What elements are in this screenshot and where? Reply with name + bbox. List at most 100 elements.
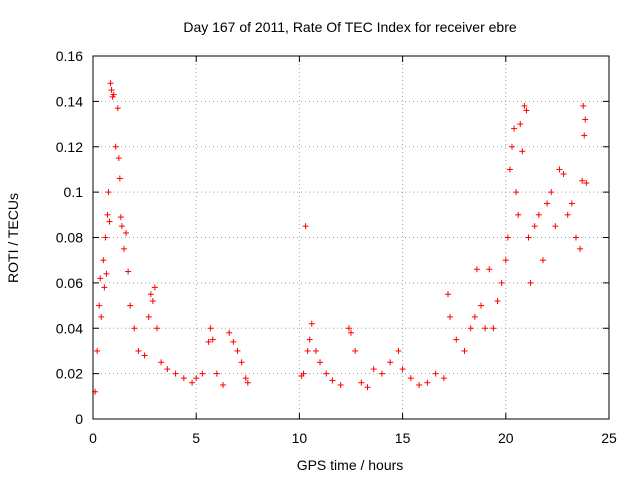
data-point [312,347,319,354]
y-axis-label: ROTI / TECUs [5,193,21,283]
data-point [141,352,148,359]
axis-ticks: 0 5 10 15 20 25 0 0.02 0.04 0.06 0.08 0.1 0.12 0.14 0.… [56,48,617,446]
data-point [180,375,187,382]
x-tick-label: 5 [192,430,200,446]
data-point [153,325,160,332]
data-point [220,381,227,388]
data-point [453,336,460,343]
data-point [407,375,414,382]
data-point [94,347,101,354]
data-point [323,370,330,377]
y-tick-label: 0.02 [56,366,83,382]
y-tick-label: 0.12 [56,139,83,155]
data-point [515,211,522,218]
data-point [580,102,587,109]
data-point [337,381,344,388]
y-tick-label: 0.08 [56,230,83,246]
x-tick-label: 15 [395,430,411,446]
data-point [117,214,124,221]
data-point [102,234,109,241]
data-point [345,325,352,332]
y-tick-label: 0.14 [56,93,83,109]
data-point [370,366,377,373]
data-point [199,370,206,377]
data-point [424,379,431,386]
data-point [104,211,111,218]
data-point [308,320,315,327]
data-point [317,359,324,366]
x-axis-label: GPS time / hours [297,457,404,473]
data-point [209,336,216,343]
data-point [244,379,251,386]
data-point [205,338,212,345]
y-tick-label: 0.04 [56,320,83,336]
data-point [560,170,567,177]
data-point [172,370,179,377]
data-point [242,375,249,382]
data-point [523,107,530,114]
data-point [364,384,371,391]
data-point [120,245,127,252]
data-point [504,234,511,241]
data-point [114,105,121,112]
data-point [467,325,474,332]
data-point [535,211,542,218]
data-point [164,366,171,373]
data-point [352,347,359,354]
data-point [395,347,402,354]
data-point [568,200,575,207]
data-point [131,325,138,332]
data-point [494,298,501,305]
data-point [416,381,423,388]
data-point [511,125,518,132]
data-point [531,223,538,230]
y-tick-label: 0.1 [64,184,84,200]
data-point [440,375,447,382]
data-point [149,298,156,305]
data-point [147,291,154,298]
data-point [101,284,108,291]
data-point [115,155,122,162]
data-point [135,347,142,354]
data-point [112,143,119,150]
data-point [158,359,165,366]
data-point [145,313,152,320]
data-point [106,218,113,225]
data-point [304,347,311,354]
data-point [581,132,588,139]
data-point [525,234,532,241]
grid-lines [93,56,609,419]
data-point [97,275,104,282]
data-point [552,223,559,230]
data-point [517,121,524,128]
data-point [548,189,555,196]
data-point [482,325,489,332]
data-point [527,279,534,286]
x-tick-label: 0 [89,430,97,446]
data-point [556,166,563,173]
data-point [478,302,485,309]
data-point [193,375,200,382]
data-point [306,336,313,343]
data-point [226,329,233,336]
data-point [498,279,505,286]
data-point [583,180,590,187]
data-point [508,143,515,150]
data-point [519,148,526,155]
data-point [127,302,134,309]
data-point [432,370,439,377]
data-point [521,102,528,109]
data-point [502,257,509,264]
y-tick-label: 0.16 [56,48,83,64]
y-tick-label: 0.06 [56,275,83,291]
data-point [98,313,105,320]
data-point [110,91,117,98]
data-point [118,223,125,230]
data-point [544,200,551,207]
data-point [100,257,107,264]
data-point [300,370,307,377]
data-points [92,80,590,395]
data-point [329,377,336,384]
data-point [238,359,245,366]
